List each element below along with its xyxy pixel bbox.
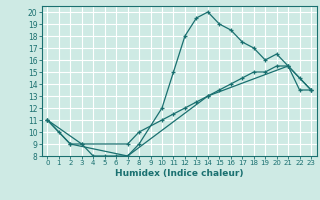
X-axis label: Humidex (Indice chaleur): Humidex (Indice chaleur) [115, 169, 244, 178]
